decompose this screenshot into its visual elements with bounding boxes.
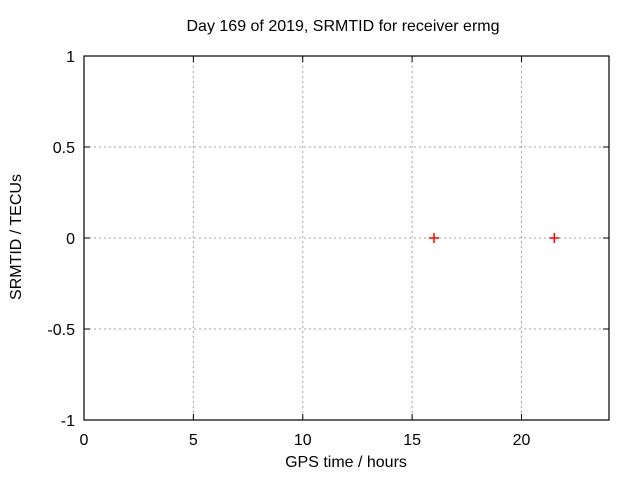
x-tick-label: 20	[513, 432, 531, 449]
x-tick-label: 10	[294, 432, 312, 449]
y-tick-label: 0.5	[53, 140, 75, 157]
x-tick-label: 0	[80, 432, 89, 449]
x-axis-title: GPS time / hours	[285, 454, 407, 471]
y-tick-label: -0.5	[47, 322, 75, 339]
x-tick-label: 5	[189, 432, 198, 449]
y-tick-label: 0	[66, 231, 75, 248]
y-tick-label: 1	[66, 49, 75, 66]
y-tick-label: -1	[61, 413, 75, 430]
x-tick-label: 15	[403, 432, 421, 449]
chart-title: Day 169 of 2019, SRMTID for receiver erm…	[186, 18, 500, 35]
